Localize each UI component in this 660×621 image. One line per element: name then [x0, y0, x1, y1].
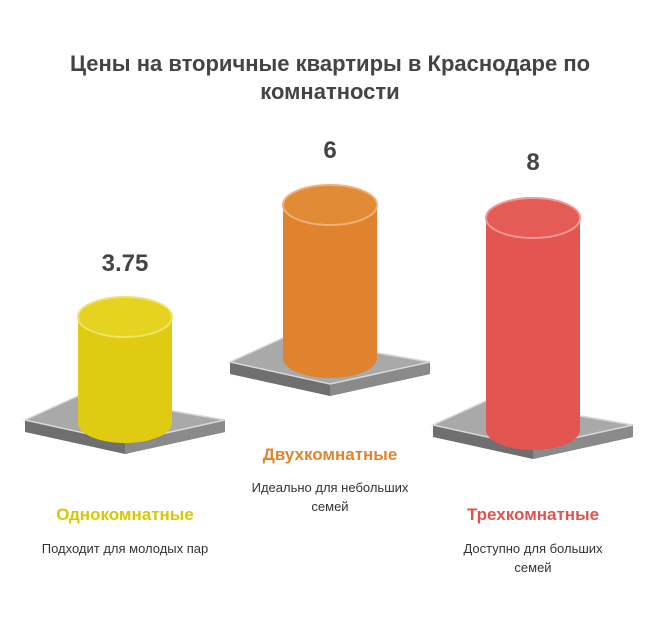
plate-front	[533, 425, 633, 459]
item-label: Двухкомнатные	[262, 445, 398, 464]
item-label: Трехкомнатные	[466, 505, 600, 524]
title: Цены на вторичные квартиры в Краснодаре …	[69, 51, 591, 104]
plate-front	[125, 420, 225, 454]
cylinder-body	[283, 205, 377, 358]
item-label: Однокомнатные	[56, 505, 194, 524]
cylinder-body	[486, 218, 580, 430]
value-label: 3.75	[101, 250, 149, 277]
cylinder-top	[485, 197, 581, 239]
value-label: 6	[323, 137, 337, 164]
cylinder-top	[282, 184, 378, 226]
item-description: Идеально для небольших семей	[251, 480, 409, 514]
item-description: Доступно для больших семей	[463, 541, 603, 575]
item-description: Подходит для молодых пар	[41, 541, 209, 556]
value-label: 8	[526, 149, 540, 176]
plate-front	[330, 362, 430, 396]
cylinder-top	[77, 296, 173, 338]
